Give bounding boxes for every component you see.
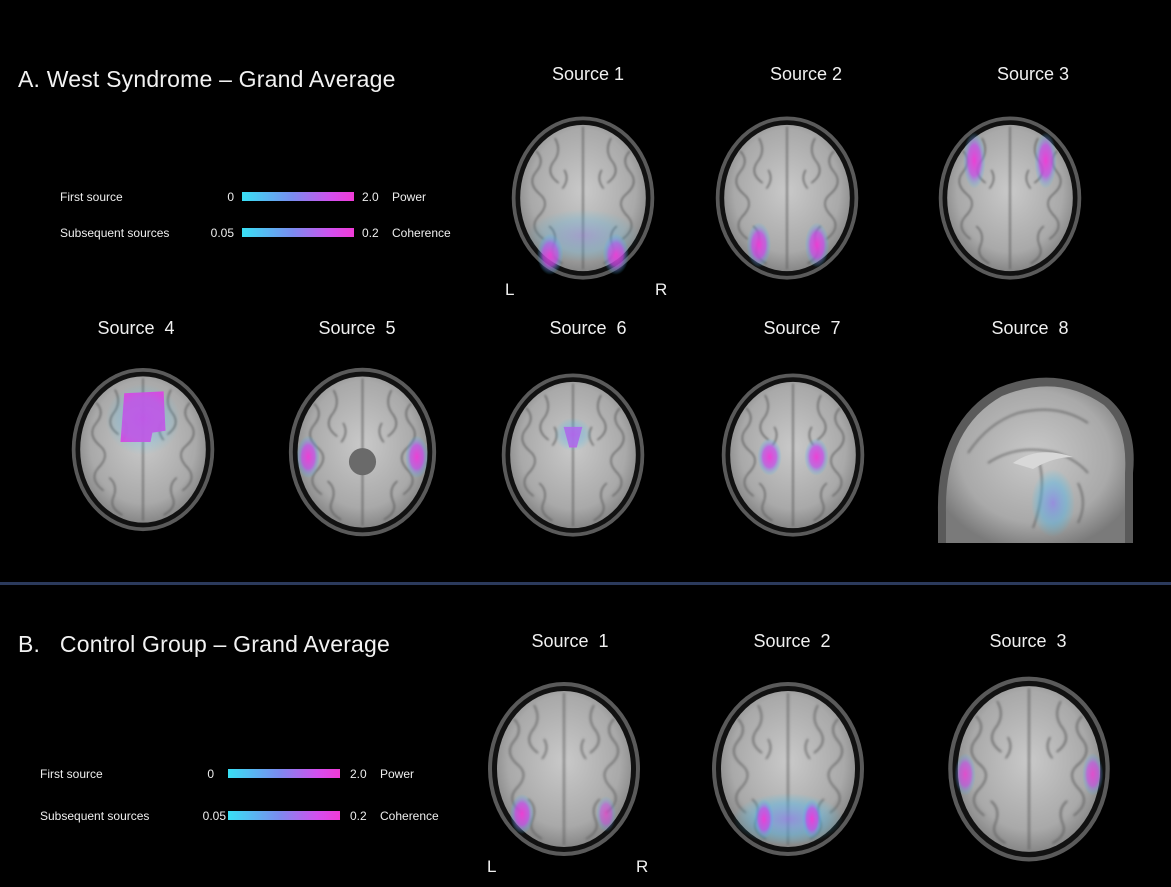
legend-row-first: First source 0 2.0 Power bbox=[60, 190, 480, 206]
legend-first-min: 0 bbox=[227, 190, 234, 204]
legend-row-subsequent: Subsequent sources 0.05 0.2 Coherence bbox=[60, 226, 480, 242]
panel-b-title: B. Control Group – Grand Average bbox=[18, 631, 391, 657]
legend-first-min: 0 bbox=[207, 767, 214, 781]
coherence-colorbar bbox=[242, 228, 354, 237]
panel-b: B. Control Group – Grand Average First s… bbox=[0, 585, 1171, 887]
legend-subsequent-max: 0.2 bbox=[362, 226, 379, 240]
b-source-1-label: Source 1 bbox=[531, 631, 609, 651]
a-source-8-label: Source 8 bbox=[991, 318, 1069, 338]
legend-subsequent-max: 0.2 bbox=[350, 809, 367, 823]
power-colorbar bbox=[228, 769, 340, 778]
panel-a-title: A. West Syndrome – Grand Average bbox=[18, 66, 396, 92]
a-source-2-brain bbox=[712, 98, 862, 298]
legend-first-label: First source bbox=[40, 767, 103, 781]
b-left-marker: L bbox=[487, 857, 497, 876]
legend-subsequent-measure: Coherence bbox=[392, 226, 451, 240]
a-source-6-brain bbox=[498, 355, 648, 555]
a-source-5-label: Source 5 bbox=[318, 318, 396, 338]
a-right-marker: R bbox=[655, 280, 668, 299]
panel-a: A. West Syndrome – Grand Average First s… bbox=[0, 0, 1171, 582]
a-source-4-label: Source 4 bbox=[97, 318, 175, 338]
a-source-3-label: Source 3 bbox=[996, 64, 1070, 84]
b-source-1-brain bbox=[484, 669, 644, 869]
legend-subsequent-min: 0.05 bbox=[210, 226, 234, 240]
legend-first-measure: Power bbox=[392, 190, 427, 204]
legend-subsequent-measure: Coherence bbox=[380, 809, 439, 823]
legend-row-first: First source 0 2.0 Power bbox=[40, 767, 460, 783]
b-right-marker: R bbox=[636, 857, 649, 876]
a-source-5-brain bbox=[285, 352, 440, 552]
legend-first-max: 2.0 bbox=[350, 767, 367, 781]
a-source-7-label: Source 7 bbox=[763, 318, 841, 338]
a-source-2-label: Source 2 bbox=[769, 64, 843, 84]
b-source-3-brain bbox=[944, 669, 1114, 869]
legend-row-subsequent: Subsequent sources 0.05 0.2 Coherence bbox=[40, 809, 460, 825]
legend-subsequent-min: 0.05 bbox=[202, 809, 226, 823]
legend-first-label: First source bbox=[60, 190, 123, 204]
a-source-1-brain bbox=[508, 98, 658, 298]
a-source-6-label: Source 6 bbox=[549, 318, 627, 338]
a-source-3-brain bbox=[935, 98, 1085, 298]
panel-a-legend: First source 0 2.0 Power Subsequent sour… bbox=[60, 190, 480, 250]
b-source-2-label: Source 2 bbox=[753, 631, 831, 651]
a-source-1-label: Source 1 bbox=[551, 64, 625, 84]
b-source-3-label: Source 3 bbox=[989, 631, 1067, 651]
coherence-colorbar bbox=[228, 811, 340, 820]
b-source-2-brain bbox=[708, 669, 868, 869]
legend-first-max: 2.0 bbox=[362, 190, 379, 204]
legend-subsequent-label: Subsequent sources bbox=[40, 809, 150, 823]
panel-b-legend: First source 0 2.0 Power Subsequent sour… bbox=[40, 767, 460, 827]
panel-divider bbox=[0, 582, 1171, 585]
legend-subsequent-label: Subsequent sources bbox=[60, 226, 170, 240]
a-source-7-brain bbox=[718, 355, 868, 555]
legend-first-measure: Power bbox=[380, 767, 415, 781]
a-source-4-brain bbox=[68, 352, 218, 547]
a-source-8-brain bbox=[928, 362, 1138, 544]
a-left-marker: L bbox=[505, 280, 515, 299]
power-colorbar bbox=[242, 192, 354, 201]
